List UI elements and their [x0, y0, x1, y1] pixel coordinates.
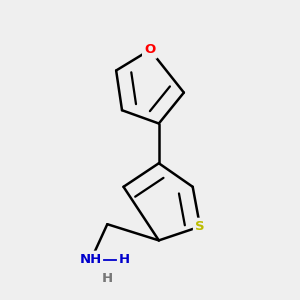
Text: S: S	[195, 220, 205, 233]
Text: H: H	[118, 253, 130, 266]
Text: NH: NH	[80, 253, 102, 266]
Text: O: O	[144, 44, 156, 56]
Text: H: H	[102, 272, 112, 285]
Text: H: H	[102, 272, 113, 285]
Text: O: O	[144, 44, 156, 56]
Text: H: H	[102, 272, 113, 285]
Text: S: S	[195, 220, 205, 233]
Text: NH: NH	[80, 253, 102, 266]
